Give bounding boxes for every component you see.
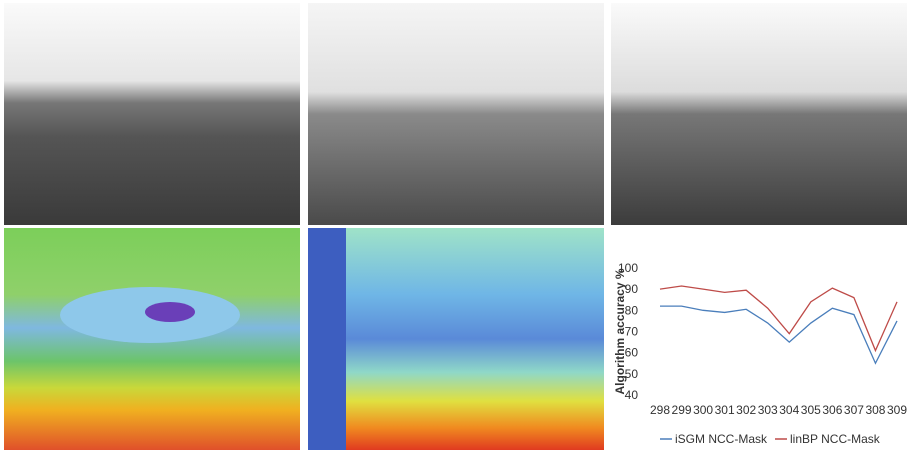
linbp-disparity-map — [308, 228, 604, 450]
x-tick-label: 307 — [844, 403, 864, 417]
x-tick-label: 298 — [650, 403, 670, 417]
x-tick-label: 300 — [693, 403, 713, 417]
x-tick-label: 304 — [779, 403, 799, 417]
x-tick-label: 309 — [887, 403, 907, 417]
legend-label: iSGM NCC-Mask — [675, 432, 768, 446]
x-tick-label: 303 — [758, 403, 778, 417]
y-axis-label: Algorithm accuracy % — [613, 268, 627, 394]
middle-image — [308, 3, 604, 225]
map-region — [308, 228, 346, 450]
x-tick-label: 299 — [672, 403, 692, 417]
x-tick-label: 308 — [865, 403, 885, 417]
figure-canvas: 405060708090100Algorithm accuracy %29829… — [0, 0, 907, 452]
x-tick-label: 306 — [822, 403, 842, 417]
figure: 405060708090100Algorithm accuracy %29829… — [0, 0, 907, 452]
x-tick-label: 301 — [715, 403, 735, 417]
x-tick-label: 302 — [736, 403, 756, 417]
right-image — [611, 3, 907, 225]
legend-label: linBP NCC-Mask — [790, 432, 881, 446]
left-image — [4, 3, 300, 225]
map-region — [145, 302, 195, 322]
x-tick-label: 305 — [801, 403, 821, 417]
series-line — [660, 286, 897, 351]
